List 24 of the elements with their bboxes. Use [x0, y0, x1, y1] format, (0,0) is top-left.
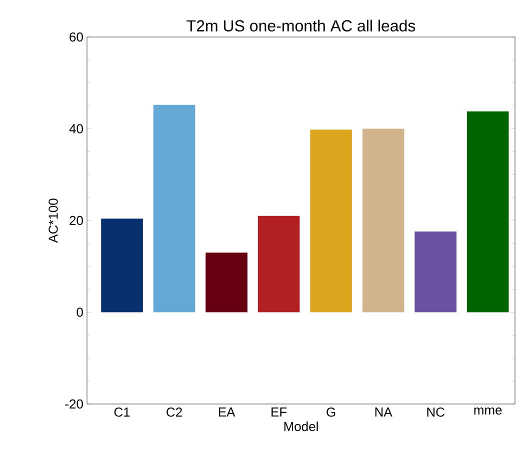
x-tick-label: C1: [114, 408, 130, 417]
bar: [101, 218, 143, 312]
x-tick-label: G: [326, 408, 336, 417]
y-tick-label: 40: [69, 124, 83, 134]
bar: [153, 104, 196, 312]
bar: [466, 111, 509, 312]
bar: [310, 130, 352, 312]
x-tick-label: NA: [375, 408, 392, 416]
y-tick-label: -20: [65, 399, 83, 409]
x-tick-label: EA: [218, 408, 236, 416]
y-axis-title: AC*100: [48, 198, 58, 243]
chart-title: T2m US one-month AC all leads: [186, 20, 416, 32]
x-tick-label: C2: [166, 408, 182, 417]
bar: [414, 232, 456, 312]
y-tick-label: 20: [70, 216, 83, 226]
y-tick-label: 60: [70, 32, 83, 42]
x-axis-title: Model: [284, 422, 318, 432]
y-tick-label: 0: [76, 308, 83, 317]
x-tick-label: mme: [474, 408, 502, 415]
bar: [206, 252, 248, 312]
bar: [362, 128, 404, 312]
x-tick-label: NC: [427, 408, 444, 417]
bar: [258, 216, 300, 312]
x-tick-label: EF: [272, 408, 287, 416]
